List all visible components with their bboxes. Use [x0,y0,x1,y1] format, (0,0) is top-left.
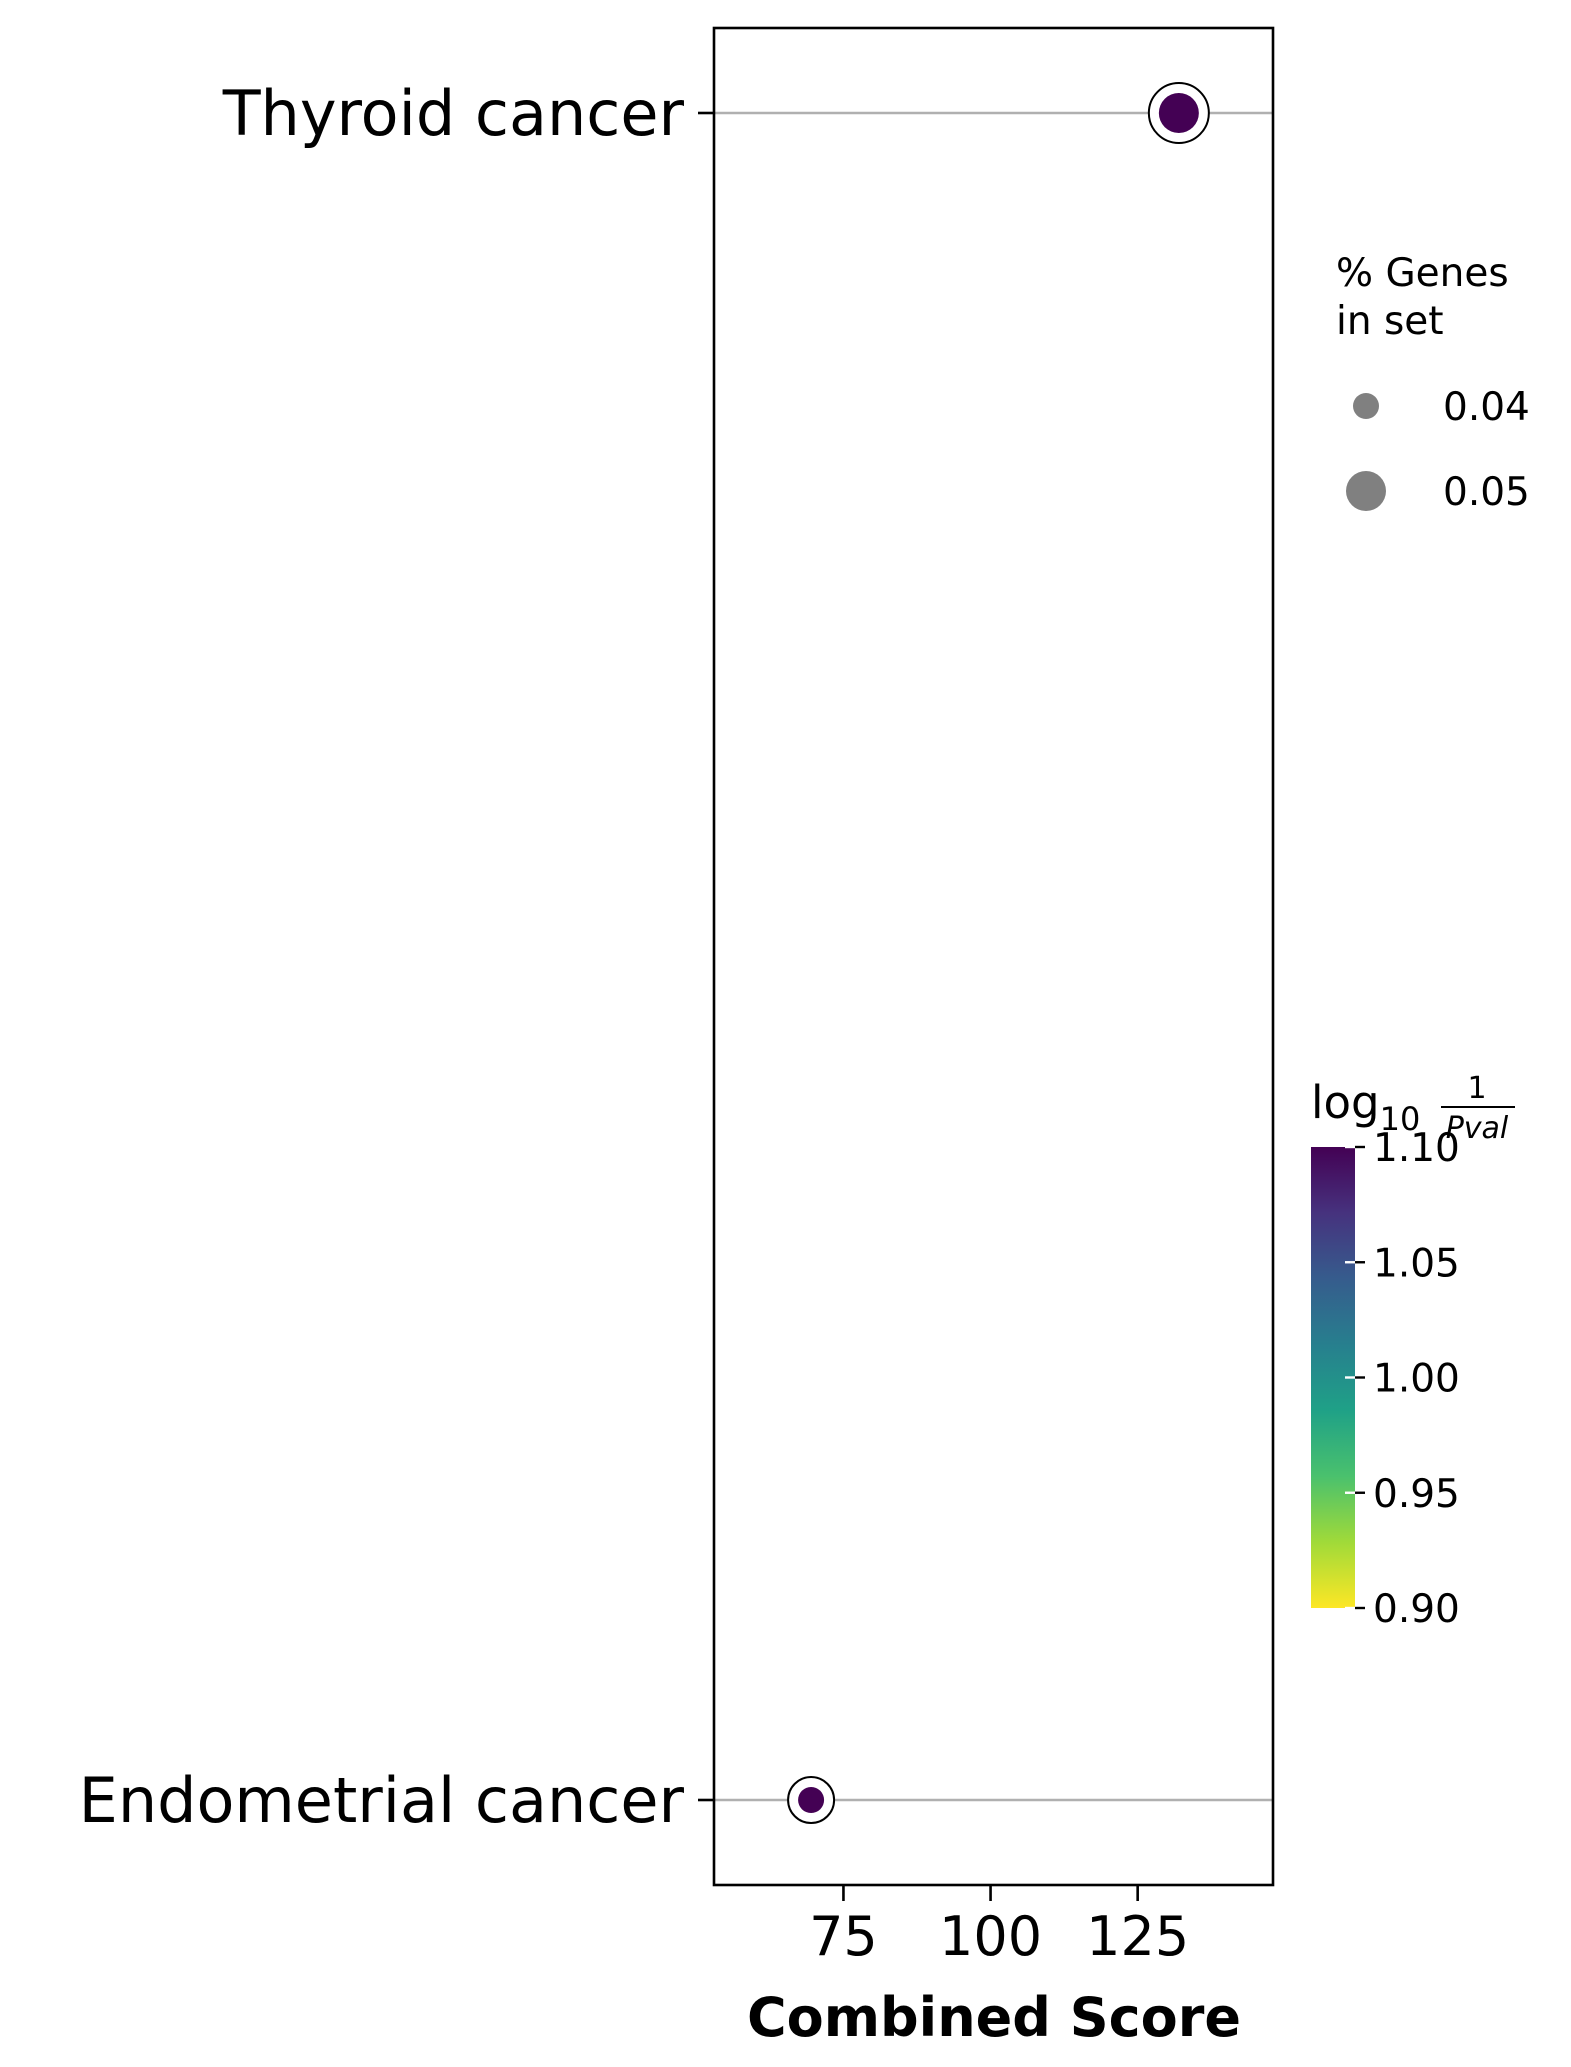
colorbar-tick-label: 1.05 [1373,1241,1460,1286]
data-point [798,1787,825,1813]
plot-area-frame [712,26,1275,1887]
colorbar-title-log: log [1311,1076,1380,1129]
size-legend-marker [1346,471,1386,511]
x-tick-label: 100 [939,1905,1042,1968]
size-legend-label: 0.05 [1443,470,1530,515]
colorbar-tick-label: 0.90 [1373,1587,1460,1632]
colorbar-title: log10 [1311,1076,1420,1138]
x-tick-label: 125 [1086,1905,1189,1968]
colorbar-ticks: 1.10 1.05 1.00 0.95 0.90 [1345,1126,1460,1632]
size-legend: % Genes in set 0.04 0.05 [1336,251,1530,515]
y-tick-label: Thyroid cancer [222,77,685,150]
colorbar-title-frac-denominator: Pval [1446,1111,1509,1146]
x-axis: 75 100 125 [809,1885,1189,1968]
x-tick-label: 75 [809,1905,878,1968]
data-point [1158,93,1199,133]
colorbar: log10 1 Pval 1.10 1.05 1.00 0.95 0.90 [1311,1071,1515,1632]
size-legend-title-line2: in set [1336,299,1444,344]
size-legend-label: 0.04 [1443,385,1530,430]
size-legend-title-line1: % Genes [1336,251,1509,296]
size-legend-marker [1353,393,1379,419]
colorbar-tick-label: 1.00 [1373,1357,1460,1402]
colorbar-title-frac-numerator: 1 [1467,1071,1486,1106]
colorbar-tick-label: 0.95 [1373,1472,1460,1517]
y-axis: Thyroid cancer Endometrial cancer [79,77,714,1837]
size-legend-entries: 0.04 0.05 [1346,385,1530,515]
grid-layer [714,111,1273,1802]
colorbar-tick-label: 1.10 [1373,1126,1460,1171]
colorbar-title-subscript: 10 [1380,1100,1421,1138]
points-layer [787,82,1210,1824]
x-axis-title: Combined Score [747,1986,1241,2049]
y-tick-label: Endometrial cancer [79,1764,685,1837]
